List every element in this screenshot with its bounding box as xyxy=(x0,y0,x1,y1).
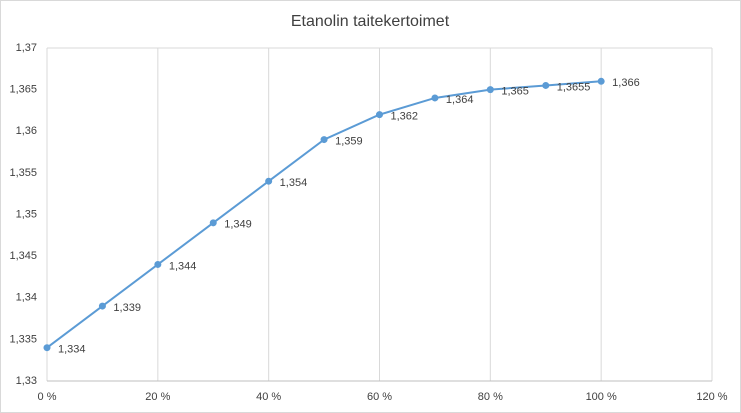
y-tick-label: 1,35 xyxy=(16,208,37,220)
x-tick-label: 0 % xyxy=(38,391,57,403)
data-point xyxy=(597,77,605,85)
x-tick-label: 40 % xyxy=(256,391,281,403)
y-tick-label: 1,34 xyxy=(16,292,37,304)
y-tick-label: 1,345 xyxy=(9,250,37,262)
data-point xyxy=(265,177,273,185)
y-tick-label: 1,355 xyxy=(9,167,37,179)
x-tick-label: 80 % xyxy=(478,391,503,403)
data-label: 1,364 xyxy=(446,94,474,106)
data-label: 1,366 xyxy=(612,77,640,89)
data-point xyxy=(542,81,550,89)
data-point xyxy=(209,219,217,227)
data-label: 1,339 xyxy=(113,302,141,314)
y-tick-label: 1,33 xyxy=(16,375,37,387)
data-point xyxy=(431,94,439,102)
data-label: 1,365 xyxy=(501,86,529,98)
data-label: 1,3655 xyxy=(557,81,591,93)
data-label: 1,349 xyxy=(224,219,252,231)
x-tick-label: 120 % xyxy=(696,391,727,403)
x-tick-label: 60 % xyxy=(367,391,392,403)
x-tick-label: 100 % xyxy=(586,391,617,403)
data-point xyxy=(376,111,383,119)
y-tick-label: 1,37 xyxy=(16,42,37,54)
data-point xyxy=(486,86,494,94)
data-label: 1,362 xyxy=(391,111,419,123)
data-point xyxy=(320,136,328,144)
data-label: 1,334 xyxy=(58,344,86,356)
y-tick-label: 1,335 xyxy=(9,333,37,345)
data-point xyxy=(43,344,51,352)
data-label: 1,359 xyxy=(335,135,363,147)
y-tick-label: 1,365 xyxy=(9,84,37,96)
data-label: 1,344 xyxy=(169,260,197,272)
data-label: 1,354 xyxy=(280,177,308,189)
chart-title: Etanolin taitekertoimet xyxy=(291,13,450,30)
data-point xyxy=(154,260,162,268)
x-tick-label: 20 % xyxy=(145,391,170,403)
y-tick-label: 1,36 xyxy=(16,125,37,137)
data-point xyxy=(98,302,106,310)
